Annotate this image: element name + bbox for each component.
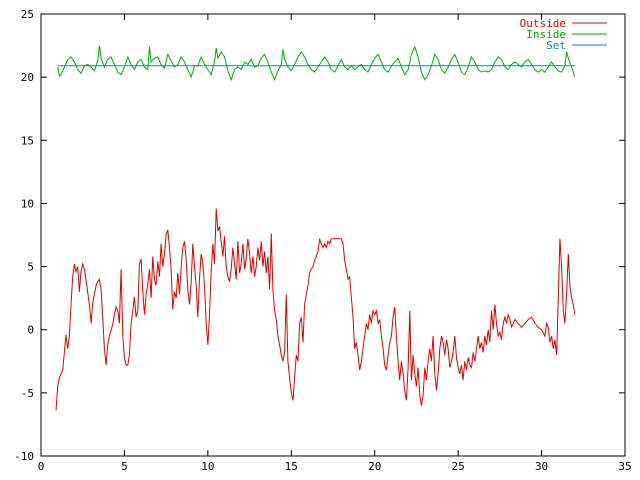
x-tick-label: 5 (121, 460, 128, 473)
series-line-outside (55, 208, 576, 411)
y-tick-label: 20 (21, 71, 34, 84)
legend-label-outside: Outside (520, 17, 566, 30)
y-tick-label: 25 (21, 8, 34, 21)
x-tick-label: 0 (38, 460, 45, 473)
x-tick-label: 25 (452, 460, 465, 473)
ticks: 0 5 10 15 20 25 30 35 -10 -5 0 5 10 15 20 25 (14, 8, 632, 473)
y-tick-label: 15 (21, 134, 34, 147)
legend-label-inside: Inside (526, 28, 566, 41)
y-tick-label: 5 (27, 261, 34, 274)
x-tick-label: 10 (201, 460, 214, 473)
series-group (55, 45, 576, 411)
series-line-inside (57, 45, 576, 82)
plot-frame (40, 13, 626, 457)
x-tick-label: 15 (285, 460, 298, 473)
x-tick-label: 20 (368, 460, 381, 473)
legend-label-set: Set (546, 39, 566, 52)
y-tick-label: 10 (21, 197, 34, 210)
x-tick-label: 30 (535, 460, 548, 473)
x-tick-label: 35 (618, 460, 631, 473)
y-tick-label: -10 (14, 450, 34, 463)
y-tick-label: -5 (21, 387, 34, 400)
y-tick-label: 0 (27, 324, 34, 337)
